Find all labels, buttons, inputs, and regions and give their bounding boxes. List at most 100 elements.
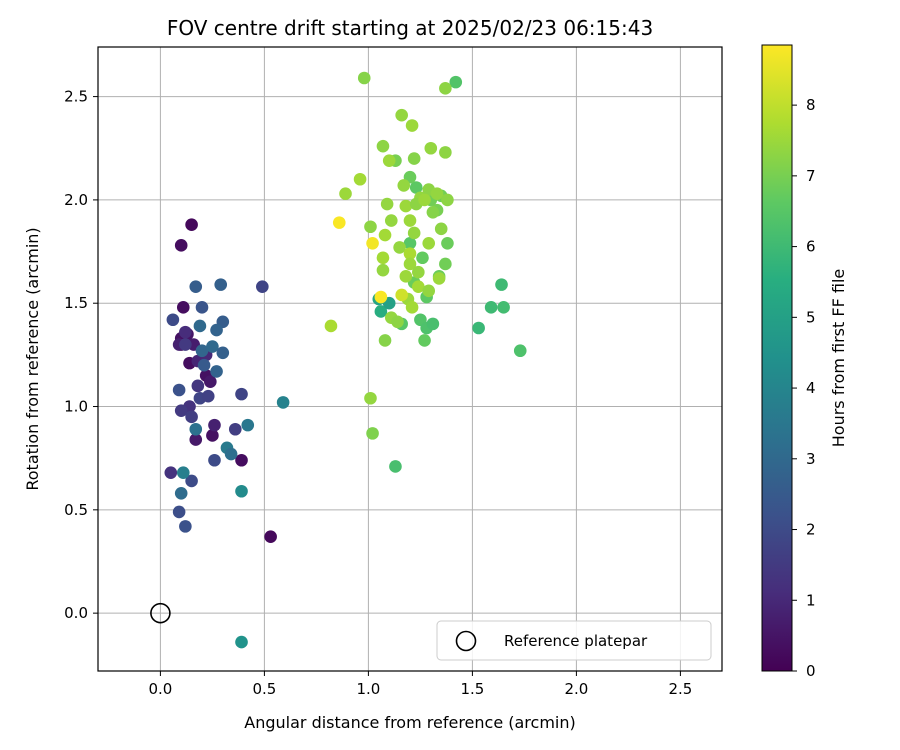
legend-marker [455, 630, 477, 652]
data-point [201, 389, 215, 403]
data-point [395, 108, 408, 122]
data-point [235, 387, 248, 401]
data-point [391, 315, 404, 329]
grid-lines [98, 47, 722, 671]
data-point [256, 280, 269, 293]
y-axis-label: Rotation from reference (arcmin) [23, 227, 42, 490]
data-point [412, 280, 425, 293]
data-point [339, 187, 352, 201]
y-tick-label: 0.5 [64, 501, 88, 519]
data-point [403, 257, 417, 271]
data-point [393, 241, 406, 254]
data-point [395, 288, 408, 302]
data-point [472, 321, 485, 335]
data-point [174, 487, 188, 500]
data-point [397, 179, 411, 192]
y-tick-label: 1.5 [64, 294, 88, 312]
y-tick-label: 2.0 [64, 191, 88, 209]
data-point [216, 346, 230, 360]
data-point [426, 317, 440, 331]
data-point [418, 334, 431, 347]
data-point [378, 334, 392, 347]
data-point [412, 265, 425, 279]
data-point [434, 222, 448, 236]
data-point [264, 530, 277, 543]
data-point [197, 358, 211, 372]
data-point [439, 257, 452, 271]
data-point [366, 427, 379, 440]
data-point [189, 422, 203, 436]
data-point [439, 146, 452, 159]
x-tick-label: 0.0 [148, 680, 172, 698]
data-points [164, 71, 527, 649]
colorbar-gradient [761, 44, 793, 672]
data-point [189, 433, 203, 446]
reference-platepar-marker [150, 602, 171, 624]
data-point [206, 429, 219, 442]
data-point [513, 344, 527, 358]
colorbar-tick-label: 8 [806, 96, 816, 114]
data-point [353, 172, 367, 186]
colorbar-tick-label: 4 [806, 379, 816, 397]
data-point [176, 466, 190, 479]
data-point [376, 139, 390, 153]
colorbar-tick-label: 2 [806, 521, 816, 539]
data-point [405, 119, 419, 132]
data-point [174, 404, 188, 417]
legend-label: Reference platepar [504, 632, 648, 650]
data-point [195, 301, 209, 314]
data-point [407, 226, 421, 240]
plot-frame [97, 46, 723, 672]
y-tick-label: 1.0 [64, 398, 88, 416]
data-point [172, 383, 186, 397]
data-point [208, 418, 221, 432]
data-point [195, 344, 209, 358]
data-point [185, 474, 198, 488]
data-point [176, 301, 190, 314]
data-point [204, 375, 217, 389]
x-tick-label: 2.0 [564, 680, 588, 698]
y-tick-label: 0.0 [64, 604, 88, 622]
data-point [380, 197, 394, 211]
x-tick-label: 1.5 [460, 680, 484, 698]
data-point [185, 410, 198, 424]
data-point [206, 340, 219, 353]
x-tick-label: 0.5 [252, 680, 276, 698]
data-point [403, 247, 417, 260]
colorbar-label: Hours from first FF file [829, 269, 848, 448]
data-point [426, 205, 440, 219]
data-point [403, 236, 417, 250]
data-point [418, 193, 431, 207]
data-point [430, 187, 444, 201]
colorbar-ticks: 0 1 2 3 4 5 6 7 8 [792, 96, 816, 680]
x-tick-label: 1.0 [356, 680, 380, 698]
data-point [495, 278, 508, 291]
data-point [179, 338, 192, 351]
data-point [424, 141, 438, 155]
y-axis-ticks: 0.0 0.5 1.0 1.5 2.0 2.5 [64, 88, 98, 622]
data-point [416, 251, 429, 265]
data-point [403, 214, 417, 227]
colorbar-tick-label: 3 [806, 450, 816, 468]
data-point [235, 635, 248, 649]
chart-title: FOV centre drift starting at 2025/02/23 … [167, 16, 653, 40]
data-point [376, 263, 390, 277]
data-point [276, 396, 290, 409]
colorbar-tick-label: 7 [806, 167, 816, 185]
data-point [384, 214, 398, 227]
data-point [179, 325, 192, 339]
data-point [364, 220, 377, 234]
data-point [189, 280, 203, 293]
data-point [193, 319, 207, 333]
data-point [166, 313, 180, 327]
x-axis-label: Angular distance from reference (arcmin) [244, 713, 575, 732]
x-tick-label: 2.5 [668, 680, 692, 698]
data-point [366, 236, 379, 250]
colorbar-tick-label: 6 [806, 238, 816, 256]
data-point [210, 323, 223, 337]
data-point [228, 422, 242, 436]
data-point [405, 301, 419, 314]
data-point [422, 236, 436, 250]
x-axis-ticks: 0.0 0.5 1.0 1.5 2.0 2.5 [148, 671, 692, 698]
